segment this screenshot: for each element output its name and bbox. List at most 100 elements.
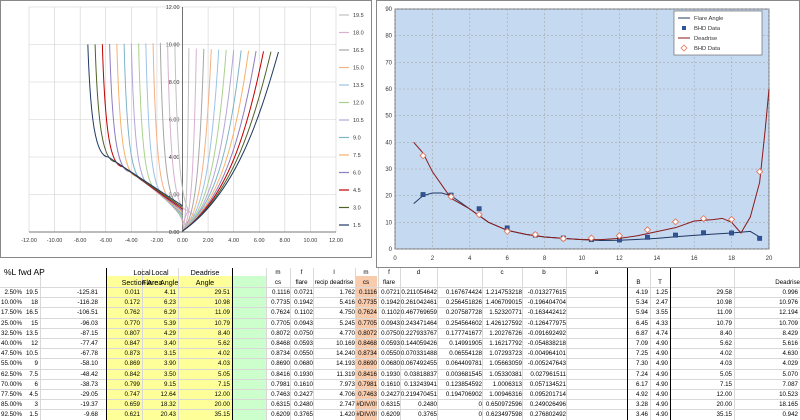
- table-cell[interactable]: 62.50%: [1, 370, 22, 378]
- header-T[interactable]: T: [658, 279, 662, 286]
- table-cell[interactable]: 1.762: [339, 289, 355, 296]
- table-cell[interactable]: 3.46: [635, 411, 648, 419]
- table-cell[interactable]: -125.81: [77, 289, 98, 296]
- table-cell[interactable]: 0.243471464: [400, 319, 437, 327]
- table-cell[interactable]: 0.254564602: [445, 319, 482, 327]
- table-cell[interactable]: -67.78: [80, 350, 98, 358]
- table-cell[interactable]: -29.05: [80, 391, 98, 398]
- table-cell[interactable]: 0.799: [124, 380, 140, 388]
- table-cell[interactable]: 0.1102: [381, 309, 400, 317]
- header-a[interactable]: a: [594, 269, 599, 276]
- table-cell[interactable]: 4.03: [217, 360, 230, 368]
- table-cell[interactable]: 0.7463: [358, 391, 377, 398]
- table-cell[interactable]: 4.11: [164, 289, 176, 296]
- header-m2[interactable]: m: [363, 269, 369, 276]
- table-cell[interactable]: 8.429: [782, 329, 798, 337]
- table-cell[interactable]: 4.5: [29, 391, 38, 398]
- table-cell[interactable]: 9: [34, 360, 38, 368]
- header-cs2[interactable]: cs: [362, 279, 370, 286]
- table-cell[interactable]: 0.1102: [294, 309, 313, 317]
- table-cell[interactable]: 0.1942: [381, 299, 400, 307]
- table-cell[interactable]: 0.0593: [294, 340, 313, 347]
- table-cell[interactable]: 0.770: [124, 319, 140, 327]
- table-cell[interactable]: 1.05330381: [489, 370, 522, 378]
- table-cell[interactable]: 0.467769659: [400, 309, 437, 317]
- table-cell[interactable]: 7.30: [635, 360, 648, 368]
- table-cell[interactable]: 15: [31, 319, 38, 327]
- table-cell[interactable]: 18.32: [160, 401, 176, 409]
- table-cell[interactable]: -96.03: [80, 319, 98, 327]
- table-cell[interactable]: 0.0750: [294, 329, 313, 337]
- table-cell[interactable]: 5.05: [217, 370, 230, 378]
- table-cell[interactable]: 0.027961511: [530, 370, 566, 378]
- table-cell[interactable]: 5.62: [217, 340, 230, 347]
- table-cell[interactable]: 10.976: [779, 299, 798, 307]
- table-cell[interactable]: 3.15: [163, 350, 176, 358]
- table-cell[interactable]: 35.15: [716, 411, 732, 419]
- table-cell[interactable]: 7.087: [782, 380, 798, 388]
- table-cell[interactable]: 85.00%: [1, 401, 22, 409]
- table-cell[interactable]: 0.3765: [294, 411, 313, 419]
- table-cell[interactable]: 14.193: [336, 360, 355, 368]
- table-cell[interactable]: 10.00%: [1, 299, 22, 307]
- table-cell[interactable]: 1.20276726: [489, 329, 522, 337]
- table-cell[interactable]: 16.5: [25, 309, 38, 317]
- table-cell[interactable]: 7.25: [635, 350, 648, 358]
- table-cell[interactable]: 0.996: [782, 289, 798, 296]
- table-cell[interactable]: 6.45: [635, 319, 648, 327]
- table-cell[interactable]: 0.847: [124, 340, 140, 347]
- table-cell[interactable]: 4.92: [635, 391, 648, 398]
- table-cell[interactable]: 4.706: [339, 391, 355, 398]
- table-cell[interactable]: #DIV/0!: [356, 401, 377, 409]
- table-cell[interactable]: 0.067492455: [400, 360, 437, 368]
- table-cell[interactable]: 0.070331488: [400, 350, 437, 358]
- table-cell[interactable]: 5.39: [163, 319, 176, 327]
- table-cell[interactable]: 4.02: [719, 350, 732, 358]
- table-cell[interactable]: 5.62: [719, 340, 732, 347]
- table-cell[interactable]: 7.973: [339, 380, 355, 388]
- table-cell[interactable]: 4.90: [655, 401, 668, 409]
- table-cell[interactable]: 5.245: [339, 319, 355, 327]
- header-l[interactable]: l: [333, 269, 335, 276]
- table-cell[interactable]: 0.14991905: [449, 340, 482, 347]
- table-cell[interactable]: 0.7624: [271, 309, 290, 317]
- table-cell[interactable]: 25.00%: [1, 319, 22, 327]
- header-deadrise-angle[interactable]: Angle: [195, 278, 215, 287]
- table-cell[interactable]: 5.616: [782, 340, 798, 347]
- header-flare[interactable]: flare: [295, 279, 308, 286]
- table-cell[interactable]: 47.50%: [1, 350, 22, 358]
- table-cell[interactable]: 0.0943: [381, 319, 400, 327]
- table-cell[interactable]: 10.79: [716, 319, 732, 327]
- table-cell[interactable]: 7.09: [635, 340, 648, 347]
- table-cell[interactable]: 12.00: [716, 391, 732, 398]
- table-cell[interactable]: 0.621: [124, 411, 140, 419]
- table-cell[interactable]: 20.00: [716, 401, 732, 409]
- table-cell[interactable]: 1.16217792: [489, 340, 522, 347]
- table-cell[interactable]: 10.98: [214, 299, 230, 307]
- table-cell[interactable]: 7.5: [29, 370, 38, 378]
- header-flare-angle[interactable]: Flare Angle: [142, 278, 179, 287]
- table-cell[interactable]: 11.09: [214, 309, 230, 317]
- table-cell[interactable]: 0.123854592: [445, 380, 482, 388]
- table-cell[interactable]: 70.00%: [1, 380, 22, 388]
- table-cell[interactable]: 0.0550: [294, 350, 313, 358]
- header-d[interactable]: d: [416, 269, 421, 276]
- table-cell[interactable]: -0.005247643: [527, 360, 566, 368]
- table-cell[interactable]: 0.2480: [418, 401, 437, 409]
- table-cell[interactable]: 0.7705: [358, 319, 377, 327]
- table-cell[interactable]: 92.50%: [1, 411, 22, 419]
- table-cell[interactable]: 0.207587728: [445, 309, 482, 317]
- table-cell[interactable]: 3.50: [163, 370, 176, 378]
- table-cell[interactable]: 1.25: [655, 289, 668, 296]
- table-cell[interactable]: 12.00: [214, 391, 230, 398]
- table-cell[interactable]: 4.90: [655, 380, 668, 388]
- table-cell[interactable]: 0.3765: [418, 411, 437, 419]
- table-cell[interactable]: 10.98: [716, 299, 732, 307]
- table-cell[interactable]: 4.29: [163, 329, 176, 337]
- table-cell[interactable]: -87.15: [80, 329, 98, 337]
- table-cell[interactable]: 0.1610: [381, 380, 400, 388]
- table-cell[interactable]: 0.7981: [358, 380, 377, 388]
- table-cell[interactable]: 0.0593: [381, 340, 400, 347]
- table-cell[interactable]: 77.50%: [1, 391, 22, 398]
- table-cell[interactable]: 4.770: [339, 329, 355, 337]
